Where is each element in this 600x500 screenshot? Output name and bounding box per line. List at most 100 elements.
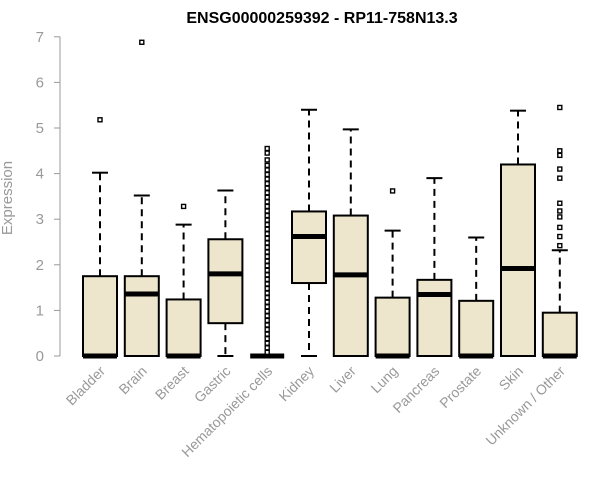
outlier-point [264, 313, 270, 319]
outlier-point [264, 340, 270, 346]
outlier-point [264, 185, 270, 191]
y-tick-label: 4 [36, 166, 44, 183]
outlier-point [264, 190, 270, 196]
outlier-point [264, 235, 270, 242]
outlier-point [557, 200, 563, 206]
box-10 [458, 236, 495, 359]
box-body [541, 311, 578, 357]
x-tick-label: Brain [115, 363, 149, 397]
outlier-point [264, 304, 270, 310]
outlier-point [557, 214, 563, 220]
box-7 [332, 128, 369, 357]
box-body [374, 296, 411, 357]
y-tick-label: 5 [36, 120, 44, 137]
outlier-point [264, 221, 270, 228]
outlier-point [264, 212, 270, 219]
box-5 [250, 145, 285, 359]
x-tick-label: Breast [152, 363, 192, 403]
box-series [82, 39, 578, 359]
outlier-point [557, 104, 563, 111]
box-3 [165, 203, 202, 359]
chart-title: ENSG00000259392 - RP11-758N13.3 [186, 10, 457, 27]
box-body [165, 298, 202, 357]
box-body [458, 299, 495, 358]
box-1 [82, 117, 118, 359]
y-tick-label: 2 [36, 257, 44, 274]
box-11 [500, 109, 536, 357]
outlier-point [264, 194, 270, 201]
x-tick-label: Skin [496, 363, 527, 394]
x-tick-label: Prostate [436, 363, 484, 411]
outlier-point [264, 244, 270, 251]
outlier-point [264, 285, 270, 292]
outlier-point [264, 150, 270, 156]
y-tick-label: 3 [36, 211, 44, 228]
outlier-point [264, 349, 270, 356]
outlier-point [264, 345, 270, 351]
outlier-point [264, 231, 270, 237]
outlier-point [264, 335, 270, 342]
outlier-point [264, 276, 270, 283]
outlier-point [264, 199, 270, 205]
y-tick-label: 1 [36, 302, 44, 319]
box-8 [374, 188, 411, 359]
outlier-point [264, 294, 270, 301]
box-6 [291, 108, 327, 357]
outlier-point [180, 203, 187, 210]
y-axis-label: Expression [0, 161, 16, 235]
outlier-point [264, 331, 270, 337]
outlier-point [264, 240, 270, 246]
outlier-point [264, 267, 270, 273]
outlier-point [264, 322, 270, 328]
outlier-point [264, 290, 270, 296]
box-body [123, 275, 160, 358]
box-body [500, 163, 536, 357]
box-4 [207, 189, 244, 357]
outlier-point [389, 188, 396, 194]
outlier-point [557, 242, 563, 249]
x-tick-label: Unknown / Other [482, 363, 568, 449]
outlier-point [264, 176, 270, 182]
box-2 [123, 39, 160, 358]
outlier-point [264, 249, 270, 255]
outlier-point [264, 203, 270, 210]
outlier-point [264, 208, 270, 214]
outlier-point [557, 233, 563, 240]
outlier-point [264, 253, 270, 260]
box-9 [416, 177, 453, 357]
outlier-point [264, 217, 270, 223]
x-tick-label: Liver [326, 363, 359, 396]
outlier-point [264, 162, 270, 169]
outlier-point [264, 157, 270, 163]
outlier-point [139, 39, 145, 45]
outlier-point [557, 175, 563, 181]
outlier-point [264, 272, 270, 278]
y-tick-label: 7 [36, 29, 44, 46]
outlier-point [264, 171, 270, 178]
outlier-point [264, 258, 270, 264]
box-body [82, 275, 118, 358]
outlier-point [557, 152, 563, 159]
outlier-point [97, 117, 103, 123]
y-tick-label: 6 [36, 74, 44, 91]
box-12 [541, 104, 578, 359]
outlier-point [264, 167, 270, 173]
x-tick-label: Bladder [63, 363, 109, 409]
box-body [416, 278, 453, 357]
box-body [291, 210, 327, 285]
outlier-point [557, 148, 563, 154]
box-body [332, 214, 369, 357]
outlier-point [264, 281, 270, 287]
outlier-point [557, 224, 563, 231]
outlier-point [264, 299, 270, 305]
outlier-point [264, 263, 270, 269]
outlier-point [557, 208, 563, 214]
outlier-point [264, 317, 270, 324]
outlier-point [264, 145, 270, 152]
outlier-point [264, 308, 270, 315]
y-axis: 0 1 2 3 4 5 6 7 [36, 29, 61, 365]
y-tick-label: 0 [36, 348, 44, 365]
outlier-point [557, 166, 563, 172]
x-tick-label: Kidney [276, 363, 318, 405]
